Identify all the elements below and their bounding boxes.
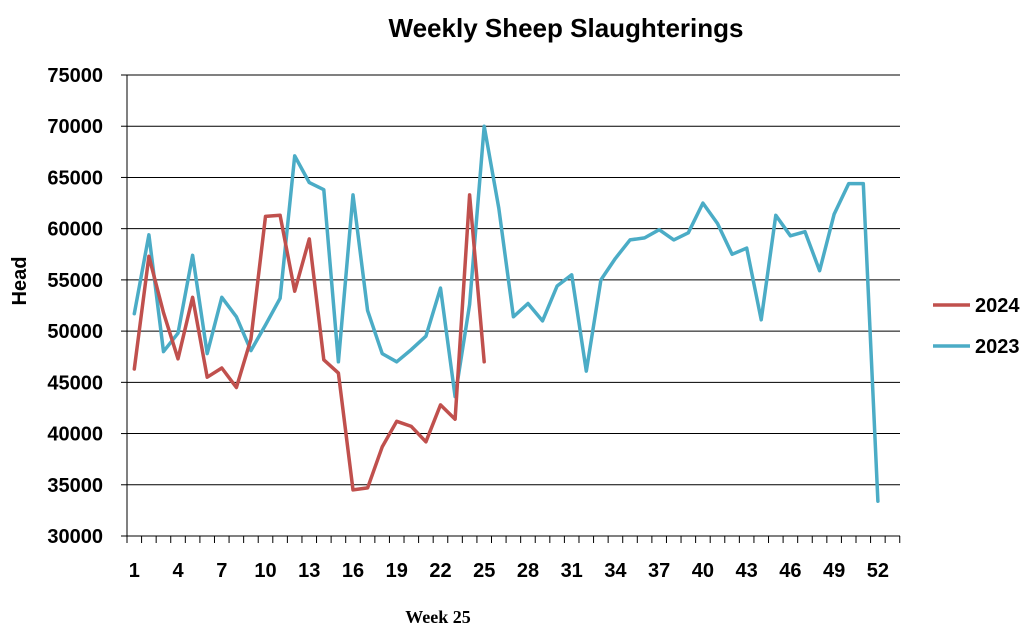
y-tick-label: 45000 — [47, 372, 103, 394]
x-tick-label: 46 — [779, 560, 801, 582]
chart-caption: Week 25 — [405, 607, 471, 627]
x-tick-label: 25 — [473, 560, 495, 582]
chart-title: Weekly Sheep Slaughterings — [389, 13, 744, 43]
y-tick-label: 70000 — [47, 116, 103, 138]
x-tick-label: 40 — [692, 560, 714, 582]
x-tick-label: 16 — [342, 560, 364, 582]
y-tick-label: 65000 — [47, 167, 103, 189]
y-tick-label: 60000 — [47, 219, 103, 241]
y-tick-label: 50000 — [47, 321, 103, 343]
gridlines — [127, 74, 900, 486]
x-tick-label: 10 — [254, 560, 276, 582]
axes — [126, 75, 900, 537]
x-tick-label: 4 — [172, 560, 184, 582]
y-tick-label: 40000 — [47, 424, 103, 446]
x-axis-ticks: 1 4 7 10 13 16 19 22 25 28 31 34 37 40 43 46 49 52 — [126, 536, 901, 582]
x-tick-label: 1 — [129, 560, 140, 582]
y-tick-label: 75000 — [47, 65, 103, 87]
y-tick-label: 55000 — [47, 270, 103, 292]
x-tick-label: 28 — [517, 560, 539, 582]
x-tick-label: 31 — [561, 560, 583, 582]
series-line-2023 — [132, 124, 880, 503]
x-tick-label: 37 — [648, 560, 670, 582]
x-tick-label: 52 — [867, 560, 889, 582]
x-tick-label: 49 — [823, 560, 845, 582]
series-group — [132, 124, 880, 503]
legend-label-2024: 2024 — [975, 295, 1020, 317]
legend: 2024 2023 — [933, 295, 1020, 358]
y-tick-label: 30000 — [47, 526, 103, 548]
x-tick-label: 7 — [216, 560, 227, 582]
x-tick-label: 19 — [386, 560, 408, 582]
legend-label-2023: 2023 — [975, 336, 1020, 358]
x-tick-label: 43 — [736, 560, 758, 582]
x-tick-label: 13 — [298, 560, 320, 582]
series-line-2024 — [132, 193, 486, 492]
y-axis-label: Head — [9, 257, 31, 306]
x-tick-label: 34 — [604, 560, 627, 582]
y-axis-ticks: 30000 35000 40000 45000 50000 55000 60000 65000… — [47, 65, 127, 548]
x-tick-label: 22 — [429, 560, 451, 582]
y-tick-label: 35000 — [47, 475, 103, 497]
